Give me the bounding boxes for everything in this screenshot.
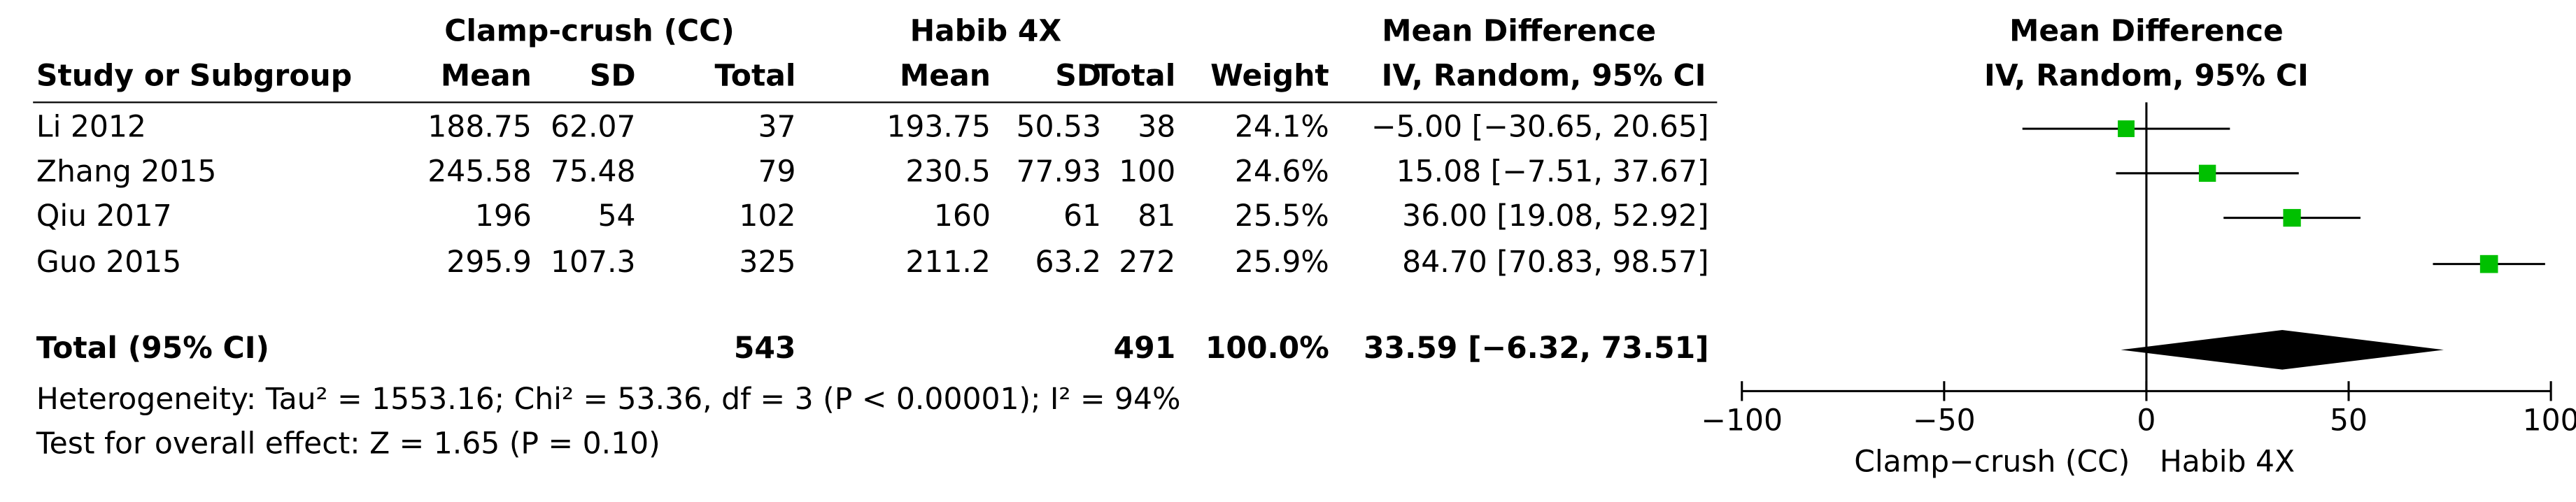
weight: 25.9% [1235,245,1329,280]
cell: 160 [934,199,991,234]
plot-header: IV, Random, 95% CI [1984,59,2309,93]
cell: 100 [1119,155,1175,189]
column-header: Total [1094,59,1175,93]
cell: 37 [758,110,795,145]
cell: 196 [475,199,532,234]
plot-header: Mean Difference [2009,15,2284,49]
cell: 272 [1119,245,1175,280]
heterogeneity: Heterogeneity: Tau² = 1553.16; Chi² = 53… [36,382,1181,417]
x-tick-label: 100 [2523,404,2576,438]
x-label-left: Clamp−crush (CC) [1854,445,2130,480]
md-ci: 84.70 [70.83, 98.57] [1402,245,1708,280]
effect-square [2283,208,2301,227]
cell: 62.07 [551,110,636,145]
md-ci: −5.00 [−30.65, 20.65] [1371,110,1709,145]
cell: 75.48 [551,155,636,189]
x-label-right: Habib 4X [2160,445,2295,480]
total-label: Total (95% CI) [36,331,269,366]
study-name: Zhang 2015 [36,155,217,189]
weight: 25.5% [1235,199,1329,234]
cell: 77.93 [1016,155,1101,189]
column-header: Mean [900,59,991,93]
cell: 325 [739,245,795,280]
cell: 81 [1138,199,1175,234]
cell: 245.58 [427,155,532,189]
study-name: Guo 2015 [36,245,181,280]
cell: 295.9 [446,245,532,280]
cell: 50.53 [1016,110,1101,145]
overall-effect: Test for overall effect: Z = 1.65 (P = 0… [36,427,660,461]
column-header: Total [714,59,795,93]
column-header: Study or Subgroup [36,59,352,93]
group-header: Habib 4X [910,15,1062,49]
total-habib: 491 [1114,331,1176,366]
column-header: SD [590,59,636,93]
md-ci: 36.00 [19.08, 52.92] [1402,199,1708,234]
group-header: Clamp-crush (CC) [444,15,734,49]
cell: 54 [598,199,636,234]
total-cc: 543 [734,331,796,366]
effect-square [2198,164,2216,182]
x-tick-label: 0 [2137,404,2156,438]
cell: 188.75 [427,110,532,145]
cell: 211.2 [905,245,991,280]
total-weight: 100.0% [1205,331,1329,366]
x-tick-label: −50 [1913,404,1976,438]
study-name: Qiu 2017 [36,199,172,234]
cell: 63.2 [1035,245,1102,280]
cell: 107.3 [551,245,636,280]
study-name: Li 2012 [36,110,146,145]
md-ci: 15.08 [−7.51, 37.67] [1396,155,1709,189]
weight: 24.6% [1235,155,1329,189]
cell: 102 [739,199,795,234]
x-tick-label: −100 [1701,404,1783,438]
cell: 61 [1063,199,1101,234]
cell: 230.5 [905,155,991,189]
x-tick-label: 50 [2330,404,2368,438]
cell: 193.75 [886,110,991,145]
cell: 79 [758,155,795,189]
md-header: Mean Difference [1382,15,1656,49]
md-header: IV, Random, 95% CI [1382,59,1706,93]
column-header: Weight [1210,59,1329,93]
total-md: 33.59 [−6.32, 73.51] [1364,331,1709,366]
pooled-diamond [2121,330,2444,370]
cell: 38 [1138,110,1175,145]
column-header: SD [1055,59,1101,93]
weight: 24.1% [1235,110,1329,145]
effect-square [2118,120,2135,138]
effect-square [2479,254,2498,273]
column-header: Mean [441,59,532,93]
